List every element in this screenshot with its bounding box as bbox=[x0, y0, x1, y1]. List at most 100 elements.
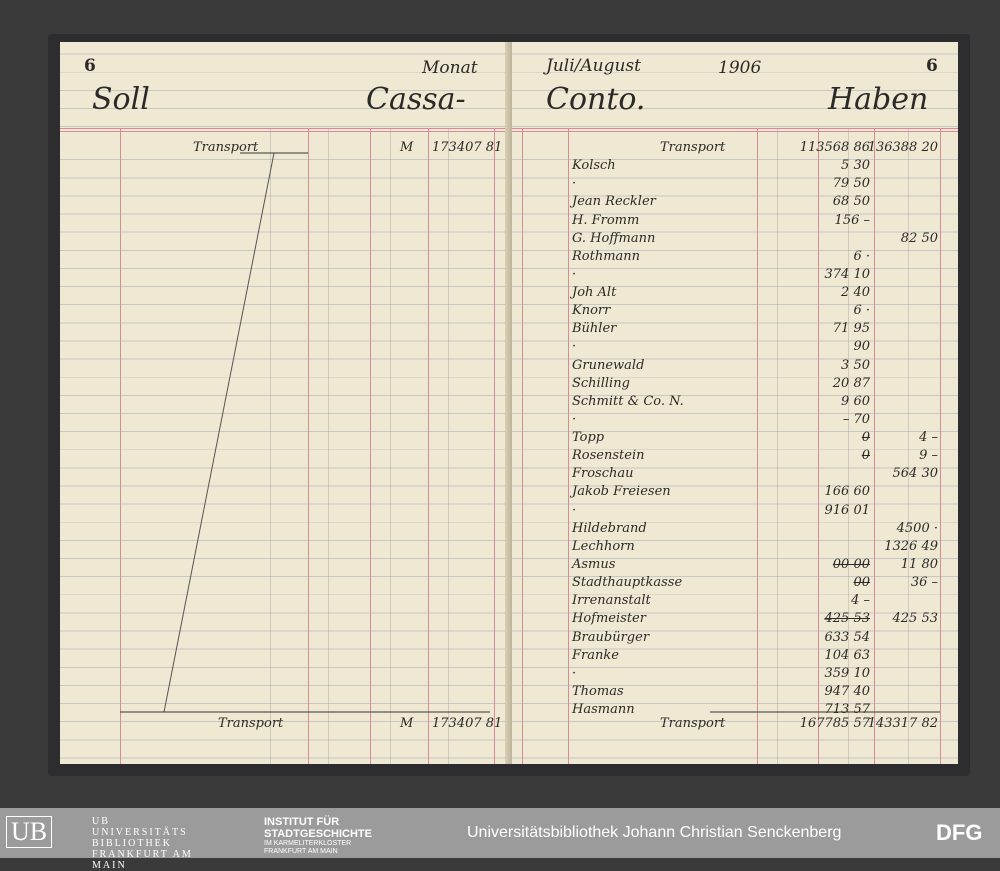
entry-debit: 00 bbox=[853, 575, 870, 591]
transport-bottom-label: Transport bbox=[660, 716, 726, 731]
entry-credit: 9 – bbox=[919, 448, 938, 464]
isg-line-3: IM KARMELITERKLOSTER bbox=[264, 840, 352, 847]
transport-bottom-label: Transport bbox=[218, 716, 284, 731]
entry-debit: 4 – bbox=[851, 593, 870, 609]
isg-line-4: FRANKFURT AM MAIN bbox=[264, 848, 338, 855]
entry-debit: 374 10 bbox=[824, 266, 871, 282]
transport-top-amount: 173407 81 bbox=[432, 140, 503, 155]
entry-name: · bbox=[572, 266, 577, 282]
column-line bbox=[120, 128, 121, 764]
entry-credit: 11 80 bbox=[900, 556, 938, 572]
entry-credit: 82 50 bbox=[900, 230, 938, 246]
entry-credit: 4 – bbox=[919, 430, 938, 446]
entry-debit: 6 · bbox=[853, 248, 870, 264]
entry-name: Hasmann bbox=[572, 702, 635, 718]
column-line bbox=[308, 128, 309, 764]
transport-top-label: Transport bbox=[193, 140, 259, 155]
isg-line-2: STADTGESCHICHTE bbox=[264, 828, 372, 840]
entry-name: Schilling bbox=[572, 375, 630, 391]
page-number-left: 6 bbox=[84, 56, 96, 76]
column-line bbox=[428, 128, 429, 764]
column-line bbox=[818, 128, 819, 764]
cancel-diagonal-line bbox=[120, 152, 490, 713]
entry-debit: 68 50 bbox=[832, 194, 870, 210]
footer-bar: UB UB UNIVERSITÄTS BIBLIOTHEK FRANKFURT … bbox=[0, 808, 1000, 871]
entry-credit: 36 – bbox=[910, 575, 938, 591]
entry-name: Asmus bbox=[572, 556, 616, 572]
column-line bbox=[494, 128, 495, 764]
entry-credit: 425 53 bbox=[892, 611, 939, 627]
entry-debit: 9 60 bbox=[841, 393, 870, 409]
haben-heading: Haben bbox=[828, 82, 929, 117]
entry-debit: 713 57 bbox=[824, 702, 871, 718]
page-number-right: 6 bbox=[926, 56, 938, 76]
entry-name: Franke bbox=[572, 647, 619, 663]
right-page: Juli/August 1906 6 Conto. Haben Transpor… bbox=[512, 42, 958, 764]
cassa-heading: Cassa- bbox=[366, 82, 466, 117]
entry-name: Hildebrand bbox=[572, 520, 647, 536]
entry-name: Irrenanstalt bbox=[572, 593, 651, 609]
column-line bbox=[328, 128, 329, 764]
column-line bbox=[568, 128, 569, 764]
entry-name: Grunewald bbox=[572, 357, 645, 373]
entry-debit: 71 95 bbox=[832, 321, 870, 337]
entry-name: · bbox=[572, 665, 577, 681]
entry-debit: – 70 bbox=[842, 411, 870, 427]
entry-name: H. Fromm bbox=[572, 212, 640, 228]
entry-debit: 6 · bbox=[853, 303, 870, 319]
entry-name: Bühler bbox=[572, 321, 617, 337]
column-line bbox=[908, 128, 909, 764]
header-rule bbox=[60, 131, 512, 132]
dfg-logo: DFG bbox=[936, 820, 983, 845]
entry-name: Rothmann bbox=[572, 248, 641, 264]
conto-heading: Conto. bbox=[546, 82, 646, 117]
transport-bottom-debit: 167785 57 bbox=[799, 716, 870, 731]
entry-debit: 166 60 bbox=[824, 484, 871, 500]
column-line bbox=[757, 128, 758, 764]
transport-top-label: Transport bbox=[660, 140, 726, 155]
header-rule bbox=[512, 131, 958, 132]
column-line bbox=[448, 128, 449, 764]
column-line bbox=[522, 128, 523, 764]
entry-debit: 916 01 bbox=[824, 502, 871, 518]
column-line bbox=[874, 128, 875, 764]
entry-name: Jakob Freiesen bbox=[572, 484, 671, 500]
entry-name: · bbox=[572, 176, 577, 192]
entry-debit: 00 00 bbox=[832, 556, 870, 572]
entry-name: Lechhorn bbox=[572, 538, 635, 554]
isg-line-1: INSTITUT FÜR bbox=[264, 816, 340, 828]
ub-logo-text: UB UNIVERSITÄTS BIBLIOTHEK FRANKFURT AM … bbox=[92, 816, 193, 871]
library-name: Universitätsbibliothek Johann Christian … bbox=[467, 824, 842, 841]
total-rule bbox=[710, 711, 940, 713]
entry-name: Thomas bbox=[572, 683, 624, 699]
entry-name: Rosenstein bbox=[572, 448, 645, 464]
entry-name: Joh Alt bbox=[572, 285, 617, 301]
transport-bottom-currency: M bbox=[400, 716, 414, 731]
entry-name: Topp bbox=[572, 430, 605, 446]
entry-debit: 0 bbox=[861, 448, 870, 464]
entry-credit: 136388 20 bbox=[867, 140, 938, 155]
column-line bbox=[777, 128, 778, 764]
entry-credit: 1326 49 bbox=[884, 538, 938, 554]
monat-value: Juli/August bbox=[546, 56, 641, 76]
entry-debit: 5 30 bbox=[841, 158, 870, 174]
header-rule bbox=[512, 128, 958, 129]
entry-debit: 947 40 bbox=[824, 683, 871, 699]
entry-debit: 104 63 bbox=[824, 647, 871, 663]
entry-name: Kolsch bbox=[572, 158, 616, 174]
entry-debit: 425 53 bbox=[824, 611, 871, 627]
entry-name: · bbox=[572, 502, 577, 518]
year: 1906 bbox=[718, 58, 762, 78]
entry-name: Schmitt & Co. N. bbox=[572, 393, 684, 409]
transport-bottom-amount: 173407 81 bbox=[432, 716, 503, 731]
entry-debit: 2 40 bbox=[841, 285, 870, 301]
column-line bbox=[390, 128, 391, 764]
header-rule bbox=[60, 128, 512, 129]
ub-logo: UB bbox=[6, 816, 53, 848]
entry-debit: 79 50 bbox=[832, 176, 870, 192]
column-line bbox=[940, 128, 941, 764]
entry-name: G. Hoffmann bbox=[572, 230, 656, 246]
entry-debit: 3 50 bbox=[841, 357, 870, 373]
entry-debit: 90 bbox=[853, 339, 870, 355]
entry-credit: 564 30 bbox=[892, 466, 939, 482]
